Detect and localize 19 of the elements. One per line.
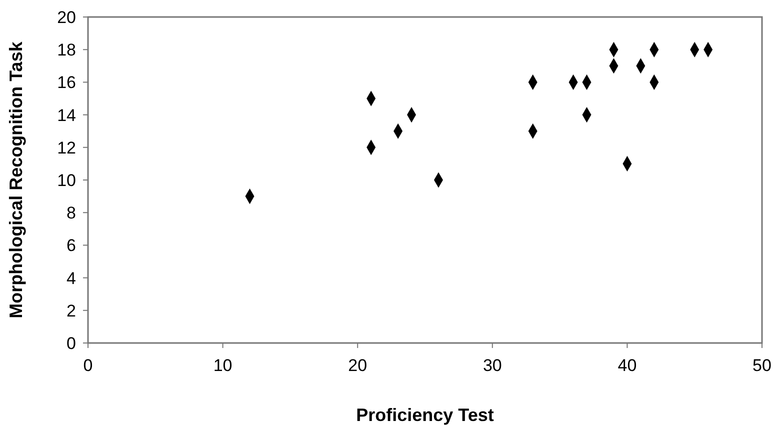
y-tick-label: 0 (66, 334, 76, 353)
y-tick-label: 2 (66, 301, 76, 320)
y-tick-label: 4 (66, 268, 76, 288)
x-axis-title: Proficiency Test (356, 405, 494, 425)
y-axis-title: Morphological Recognition Task (6, 40, 26, 318)
y-tick-label: 18 (57, 40, 76, 60)
x-tick-label: 0 (83, 356, 93, 375)
x-tick-label: 40 (618, 356, 637, 375)
x-tick-label: 50 (752, 356, 772, 375)
y-tick-label: 10 (57, 170, 76, 190)
y-tick-label: 12 (57, 138, 76, 158)
x-tick-label: 10 (213, 356, 232, 375)
y-tick-label: 6 (66, 236, 76, 256)
y-tick-label: 14 (57, 106, 76, 125)
y-tick-label: 20 (57, 8, 76, 27)
x-tick-label: 30 (482, 356, 502, 375)
y-tick-label: 16 (57, 73, 76, 92)
y-tick-label: 8 (66, 204, 76, 223)
x-tick-label: 20 (348, 356, 368, 375)
